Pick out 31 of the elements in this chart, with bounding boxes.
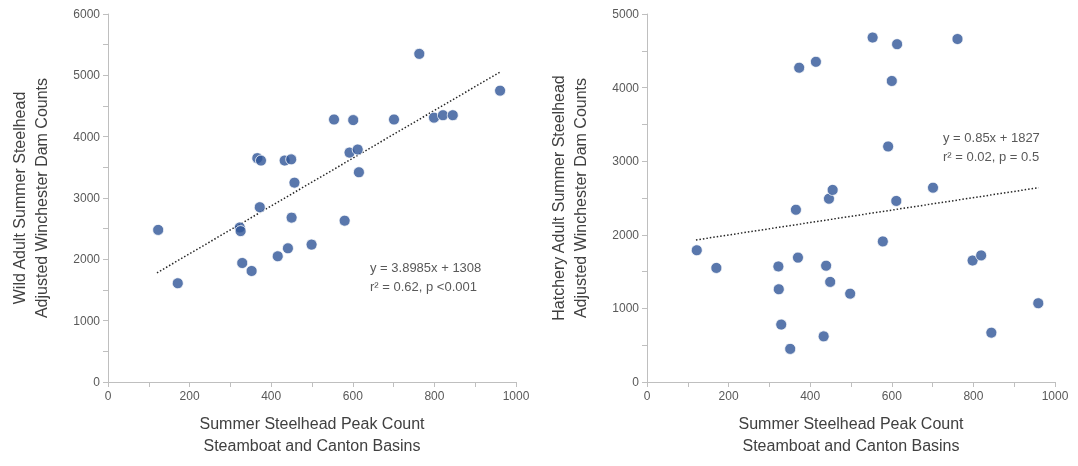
y-tick-label: 2000 [612,227,640,242]
y-tick-label: 2000 [73,252,101,267]
x-tick-label: 600 [342,389,364,403]
x-tick-label: 400 [261,389,282,403]
y-tick-label: 5000 [73,68,101,83]
x-tick-label: 0 [104,389,112,403]
x-tick-label: 200 [718,389,739,403]
y-tick-label: 1000 [612,301,640,316]
x-tick-label: 400 [800,389,821,403]
x-tick-label: 800 [424,389,445,403]
x-tick-label: 1000 [1041,389,1069,403]
y-tick-label: 0 [632,375,640,389]
y-tick-label: 3000 [73,191,101,205]
y-tick-label: 4000 [612,80,640,95]
y-tick-label: 0 [93,375,101,389]
annotation: y = 0.85x + 1827 r² = 0.02, p = 0.5 [943,130,1040,164]
y-axis-title: Wild Adult Summer Steelhead Adjusted Winchester Dam Counts [10,77,50,319]
y-axis-title: Hatchery Adult Summer Steelhead Adjusted Winchester Dam Counts [549,75,589,321]
y-tick-label: 3000 [612,154,640,169]
x-axis-title: Summer Steelhead Peak Count Steamboat and Canton Basins [199,414,426,454]
y-tick-label: 4000 [73,129,101,144]
y-tick-label: 1000 [73,313,101,328]
x-tick-label: 1000 [502,389,530,403]
annotation: y = 3.8985x + 1308 r² = 0.62, p <0.001 [370,260,482,294]
x-axis-title: Summer Steelhead Peak Count Steamboat and Canton Basins [738,414,965,454]
x-tick-label: 0 [643,389,651,403]
x-tick-label: 200 [179,389,200,403]
y-tick-label: 5000 [612,7,640,21]
y-tick-label: 6000 [73,7,101,21]
x-tick-label: 800 [963,389,984,403]
x-tick-label: 600 [881,389,903,403]
